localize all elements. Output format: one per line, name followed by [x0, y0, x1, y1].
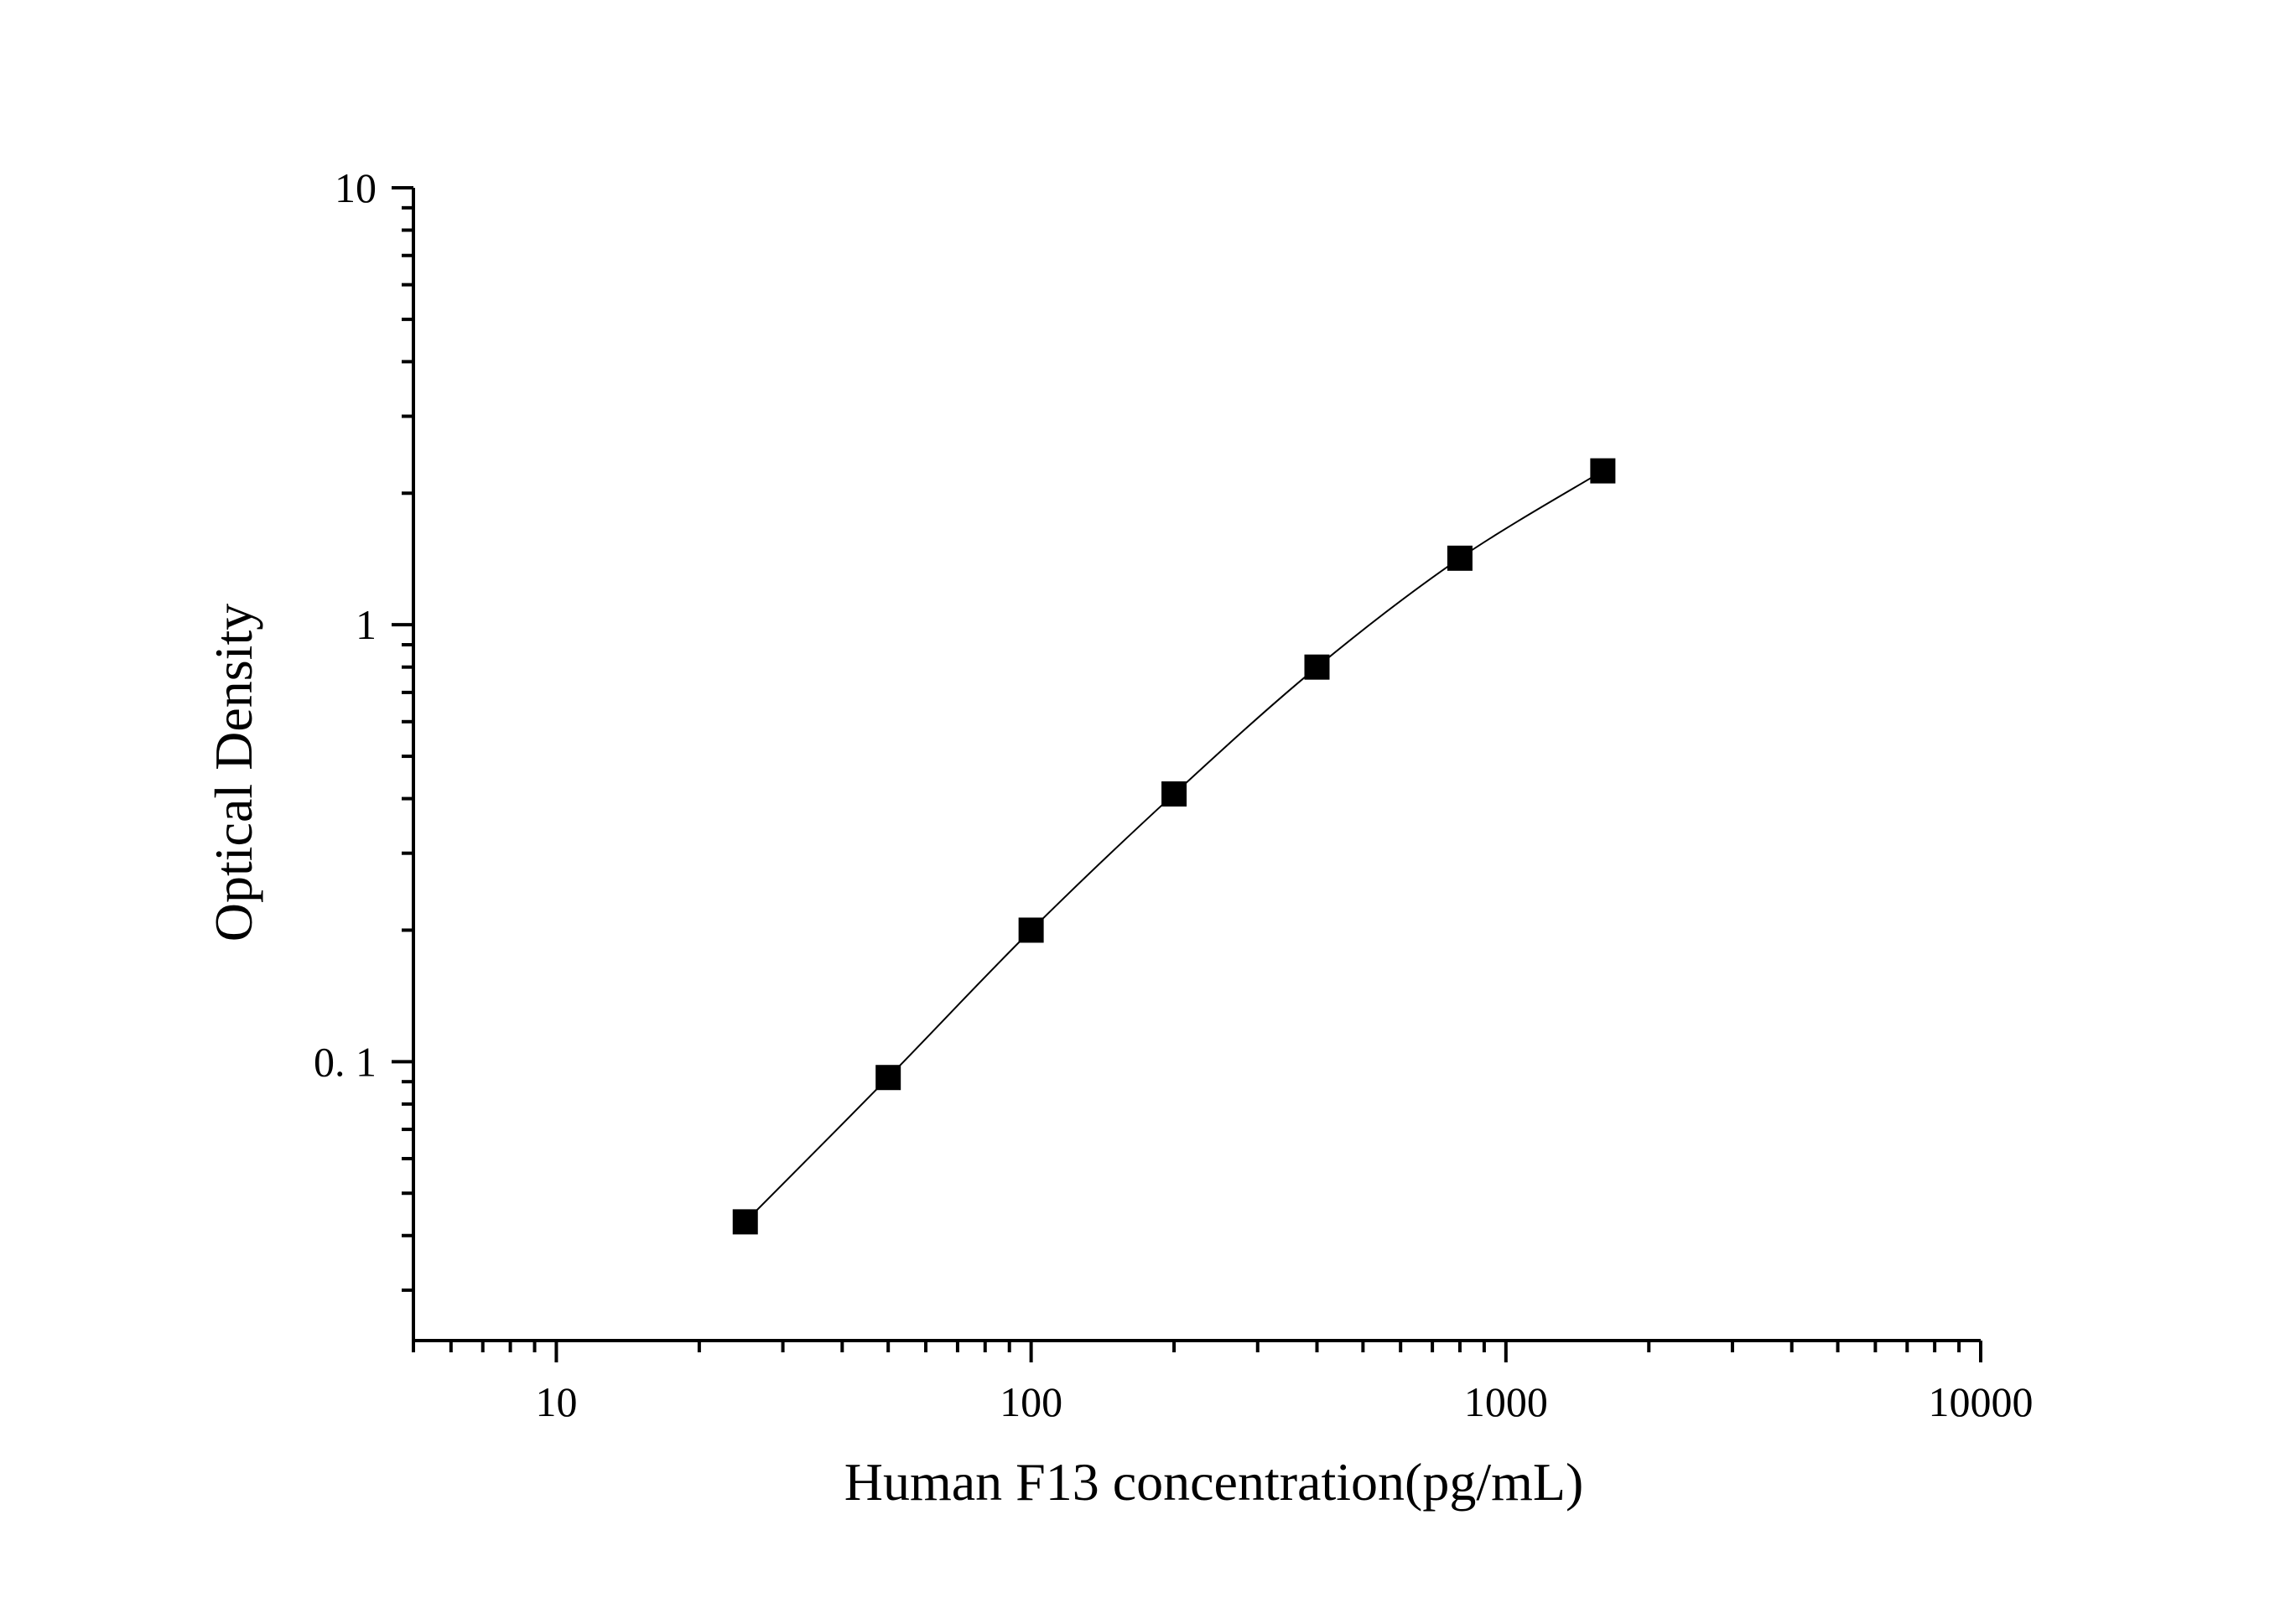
- data-point: [1161, 781, 1187, 807]
- axes: 10 100 1000 10000 0. 1 1 10: [314, 164, 2034, 1425]
- y-tick-label: 1: [356, 601, 377, 648]
- y-tick-label: 0. 1: [314, 1038, 377, 1085]
- x-tick-label: 10: [535, 1378, 577, 1425]
- data-point: [1447, 545, 1473, 571]
- data-point: [732, 1209, 758, 1235]
- x-ticks: 10 100 1000 10000: [412, 1341, 2034, 1425]
- x-tick-label: 100: [1000, 1378, 1062, 1425]
- fit-curve: [744, 469, 1603, 1223]
- data-points: [732, 458, 1616, 1235]
- x-tick-label: 10000: [1929, 1378, 2034, 1425]
- data-point: [1590, 458, 1616, 484]
- data-point: [875, 1065, 901, 1091]
- y-ticks: 0. 1 1 10: [314, 164, 413, 1292]
- x-axis-title: Human F13 concentration(pg/mL): [844, 1452, 1584, 1512]
- data-point: [1018, 917, 1044, 943]
- data-point: [1304, 654, 1330, 680]
- y-axis-title: Optical Density: [204, 604, 263, 942]
- y-tick-label: 10: [335, 164, 377, 211]
- x-tick-label: 1000: [1464, 1378, 1548, 1425]
